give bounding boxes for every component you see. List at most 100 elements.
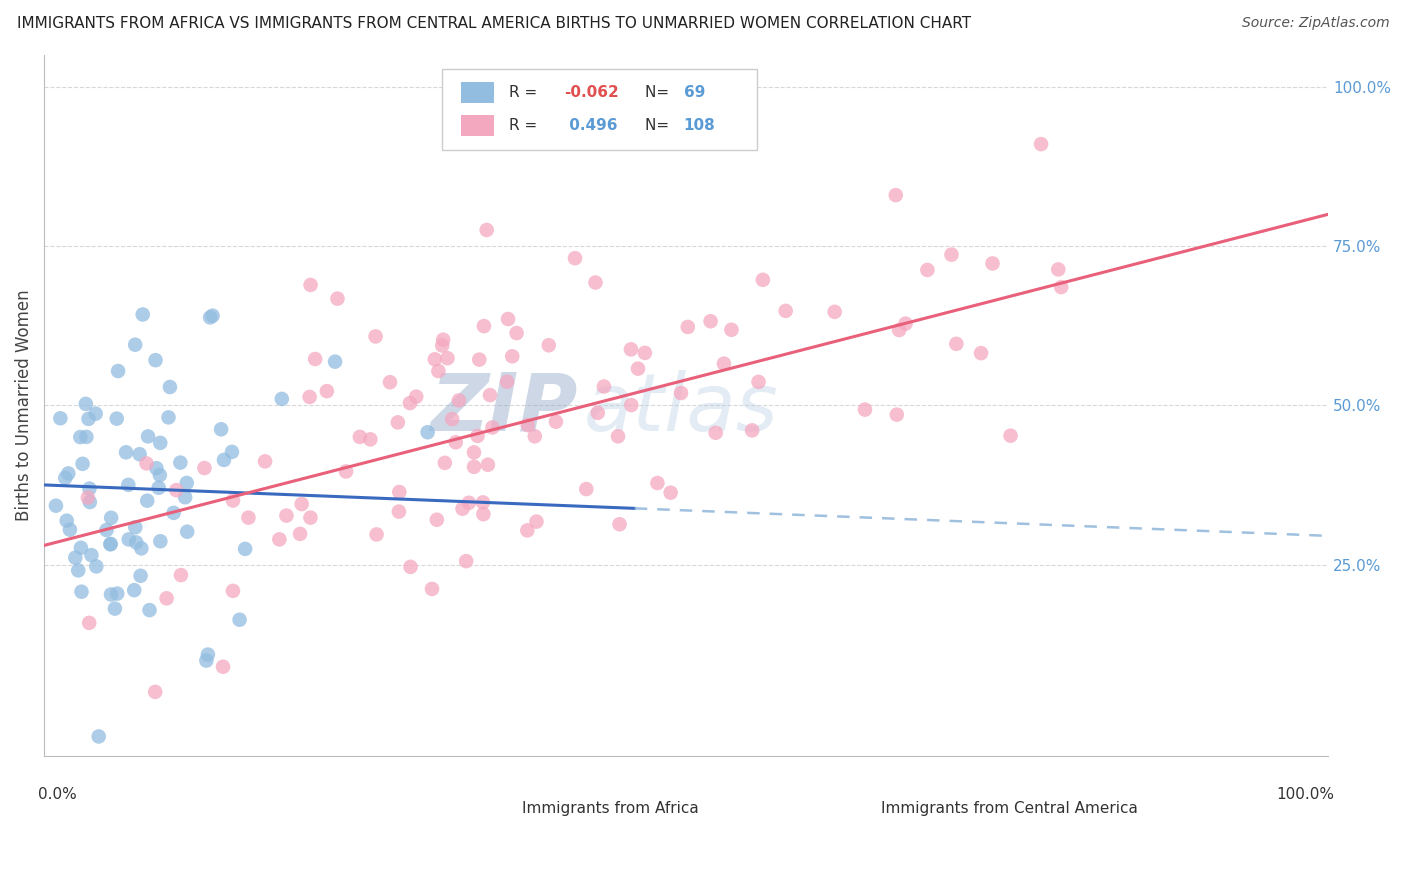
Point xyxy=(741,423,763,437)
Point xyxy=(427,364,450,378)
Point xyxy=(441,412,464,426)
Point xyxy=(315,384,337,399)
Point xyxy=(79,495,101,509)
Point xyxy=(575,482,598,496)
Point xyxy=(479,388,502,402)
Point xyxy=(634,346,657,360)
Point xyxy=(53,471,76,485)
Point xyxy=(564,251,586,265)
Text: Source: ZipAtlas.com: Source: ZipAtlas.com xyxy=(1241,16,1389,30)
Point xyxy=(586,406,609,420)
Point xyxy=(138,603,160,617)
Point xyxy=(136,429,159,443)
Point xyxy=(463,445,485,459)
Point xyxy=(233,541,256,556)
Point xyxy=(65,550,87,565)
Point xyxy=(58,467,80,481)
Point xyxy=(298,390,321,404)
Point xyxy=(198,310,221,325)
Point xyxy=(853,402,876,417)
Point xyxy=(416,425,439,440)
Point xyxy=(472,319,495,334)
Point xyxy=(945,336,967,351)
Text: R =: R = xyxy=(509,85,543,100)
Point xyxy=(176,524,198,539)
Point xyxy=(105,586,128,600)
Point xyxy=(122,583,145,598)
Point xyxy=(75,430,97,444)
Point xyxy=(747,375,769,389)
FancyBboxPatch shape xyxy=(491,799,516,822)
Point xyxy=(720,323,742,337)
Point xyxy=(704,425,727,440)
Point xyxy=(201,309,224,323)
Point xyxy=(676,320,699,334)
Point xyxy=(169,456,191,470)
Point xyxy=(98,537,121,551)
Point xyxy=(481,420,503,434)
Point xyxy=(84,407,107,421)
Point xyxy=(886,408,908,422)
Point xyxy=(193,461,215,475)
Point xyxy=(467,429,489,443)
FancyBboxPatch shape xyxy=(461,82,494,103)
Point xyxy=(212,659,235,673)
Point xyxy=(472,507,495,521)
Point xyxy=(67,563,90,577)
Point xyxy=(228,613,250,627)
Point xyxy=(222,493,245,508)
Point xyxy=(221,445,243,459)
Text: ZIP: ZIP xyxy=(430,370,576,448)
Point xyxy=(468,352,491,367)
Point xyxy=(917,263,939,277)
Text: -0.062: -0.062 xyxy=(564,85,619,100)
Point xyxy=(475,223,498,237)
Point xyxy=(124,520,146,534)
Point xyxy=(501,349,523,363)
Point xyxy=(148,481,170,495)
Point xyxy=(388,505,411,519)
Point xyxy=(894,317,917,331)
Point xyxy=(170,568,193,582)
Text: N=: N= xyxy=(645,118,673,133)
Text: 100.0%: 100.0% xyxy=(1277,787,1334,802)
Point xyxy=(288,527,311,541)
Point xyxy=(456,554,478,568)
Point xyxy=(359,433,381,447)
Point xyxy=(447,393,470,408)
Point xyxy=(254,454,277,468)
Point xyxy=(125,535,148,549)
Point xyxy=(349,430,371,444)
Point xyxy=(143,685,166,699)
Point xyxy=(299,510,322,524)
Point xyxy=(55,514,77,528)
Point xyxy=(1050,280,1073,294)
Point xyxy=(472,495,495,509)
Point xyxy=(197,648,219,662)
Point xyxy=(1029,137,1052,152)
Point xyxy=(212,453,235,467)
Point xyxy=(209,422,232,436)
Point xyxy=(291,497,314,511)
Text: Immigrants from Africa: Immigrants from Africa xyxy=(522,801,699,815)
Point xyxy=(299,277,322,292)
Point xyxy=(659,485,682,500)
Point xyxy=(458,496,481,510)
Point xyxy=(128,447,150,461)
Point xyxy=(100,537,122,551)
Point xyxy=(59,523,82,537)
Point xyxy=(149,435,172,450)
Point xyxy=(887,323,910,337)
Point xyxy=(107,364,129,378)
Point xyxy=(304,351,326,366)
Point xyxy=(713,357,735,371)
Point xyxy=(104,601,127,615)
Point xyxy=(433,456,456,470)
Point xyxy=(544,415,567,429)
Point xyxy=(80,548,103,562)
Point xyxy=(115,445,138,459)
Point xyxy=(399,396,422,410)
Point xyxy=(775,304,797,318)
Point xyxy=(176,475,198,490)
Point xyxy=(585,276,607,290)
